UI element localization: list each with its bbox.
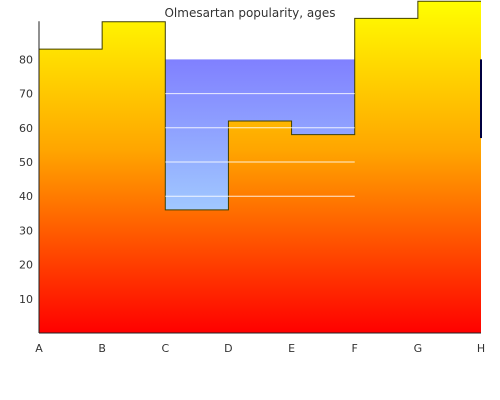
x-tick-label-a: A <box>35 342 43 355</box>
x-tick-label-f: F <box>352 342 358 355</box>
step-segment-f <box>355 18 418 333</box>
area-outline <box>39 0 481 211</box>
y-tick-label-20: 20 <box>19 259 33 272</box>
y-tick-label-70: 70 <box>19 88 33 101</box>
step-segment-g <box>418 1 481 333</box>
grid-layer <box>165 93 355 197</box>
y-tick-label-50: 50 <box>19 156 33 169</box>
step-segment-d <box>228 121 291 333</box>
x-tick-labels: A B C D E F G H <box>35 342 485 355</box>
step-segment-a <box>39 49 102 333</box>
axes-layer <box>38 21 482 334</box>
area-fill <box>39 1 481 333</box>
x-tick-label-g: G <box>414 342 423 355</box>
step-segment-b <box>102 22 165 333</box>
bars-layer <box>39 0 481 333</box>
x-tick-label-h: H <box>477 342 485 355</box>
y-tick-label-40: 40 <box>19 190 33 203</box>
step-segment-c <box>165 210 228 333</box>
x-tick-label-b: B <box>98 342 106 355</box>
y-tick-labels: 10 20 30 40 50 60 70 80 <box>19 53 33 305</box>
y-tick-label-30: 30 <box>19 224 33 237</box>
y-tick-label-60: 60 <box>19 122 33 135</box>
step-segment-e <box>292 135 355 333</box>
x-tick-label-c: C <box>161 342 169 355</box>
x-tick-label-d: D <box>224 342 232 355</box>
y-tick-label-10: 10 <box>19 293 33 306</box>
chart-title: Olmesartan popularity, ages <box>164 6 335 20</box>
x-tick-label-e: E <box>288 342 295 355</box>
y-tick-label-80: 80 <box>19 53 33 66</box>
